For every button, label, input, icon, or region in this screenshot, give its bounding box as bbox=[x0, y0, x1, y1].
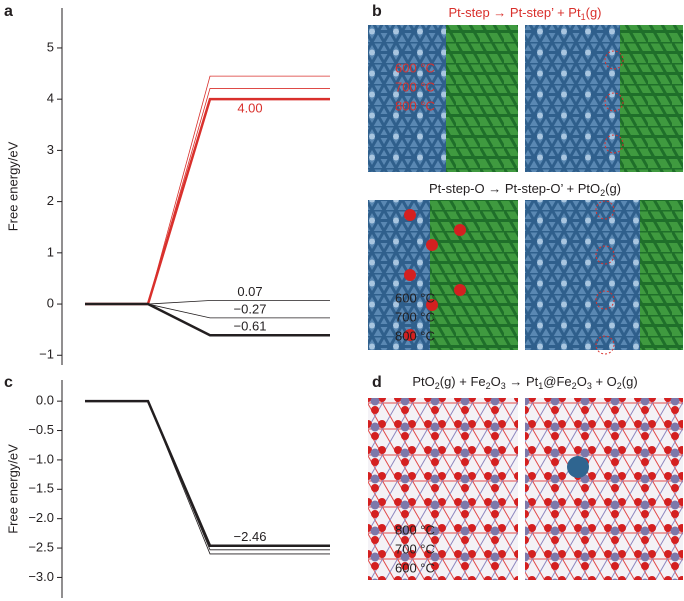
subscript: 2 bbox=[572, 381, 577, 391]
panel-label: a bbox=[4, 3, 13, 20]
energy-line bbox=[85, 302, 330, 337]
series-label: 700 °C bbox=[395, 79, 435, 94]
structure-image bbox=[446, 25, 518, 172]
structure-images bbox=[368, 25, 683, 580]
y-tick-label: −1 bbox=[39, 347, 54, 362]
series-label: 600 °C bbox=[395, 60, 435, 75]
value-label: −0.61 bbox=[234, 319, 267, 334]
energy-line bbox=[85, 303, 330, 319]
subscript: 1 bbox=[581, 12, 586, 22]
y-tick-label: 1 bbox=[47, 244, 54, 259]
y-tick-label: 5 bbox=[47, 39, 54, 54]
panel-caption: PtO2(g) + Fe2O3 → Pt1@Fe2O3 + O2(g) bbox=[412, 374, 637, 391]
caption-text: (g) + Fe bbox=[440, 374, 486, 389]
structure-image bbox=[640, 200, 683, 350]
panel-caption: Pt-step → Pt-step’ + Pt1(g) bbox=[448, 5, 601, 22]
energy-line bbox=[85, 88, 330, 305]
panel-label: b bbox=[372, 3, 382, 20]
vacancy-markers bbox=[595, 200, 615, 355]
panel-label: d bbox=[372, 374, 382, 391]
y-tick-label: 2 bbox=[47, 193, 54, 208]
energy-line bbox=[85, 399, 330, 547]
panel-label: c bbox=[4, 374, 13, 391]
subscript: 2 bbox=[486, 381, 491, 391]
caption-text: PtO bbox=[412, 374, 434, 389]
value-label: 4.00 bbox=[237, 101, 262, 116]
structure-image bbox=[430, 200, 518, 350]
subscript: 1 bbox=[538, 381, 543, 391]
y-tick-label: −0.5 bbox=[28, 422, 54, 437]
series-label: 800 °C bbox=[395, 98, 435, 113]
value-label: 0.07 bbox=[237, 284, 262, 299]
value-label: −0.27 bbox=[234, 301, 267, 316]
subscript: 2 bbox=[435, 381, 440, 391]
caption-text: (g) bbox=[605, 181, 621, 196]
pt-atom bbox=[567, 456, 589, 478]
subscript: 3 bbox=[587, 381, 592, 391]
panel-caption: Pt-step-O → Pt-step-O’ + PtO2(g) bbox=[429, 181, 621, 198]
y-tick-label: 3 bbox=[47, 142, 54, 157]
series-label: 700 °C bbox=[395, 541, 435, 556]
caption-text: Pt-step-O → Pt-step-O’ + PtO bbox=[429, 181, 600, 196]
subscript: 3 bbox=[501, 381, 506, 391]
energy-line bbox=[85, 400, 330, 555]
series-label: 600 °C bbox=[395, 560, 435, 575]
y-tick-label: 0 bbox=[47, 295, 54, 310]
y-tick-label: −1.5 bbox=[28, 481, 54, 496]
caption-text: O bbox=[577, 374, 587, 389]
series-label: 800 °C bbox=[395, 328, 435, 343]
vacancy-markers bbox=[604, 50, 624, 154]
series-label: 600 °C bbox=[395, 290, 435, 305]
y-axis-label: Free energy/eV bbox=[5, 141, 20, 231]
energy-line bbox=[85, 400, 330, 551]
y-tick-label: −2.5 bbox=[28, 539, 54, 554]
caption-text: → Pt bbox=[506, 374, 539, 389]
y-tick-label: −2.0 bbox=[28, 510, 54, 525]
energy-line bbox=[85, 97, 330, 306]
subscript: 2 bbox=[617, 381, 622, 391]
y-tick-label: −1.0 bbox=[28, 451, 54, 466]
caption-text: @Fe bbox=[543, 374, 571, 389]
structure-image bbox=[368, 398, 518, 580]
caption-text: Pt-step → Pt-step’ + Pt bbox=[448, 5, 580, 20]
y-tick-label: 4 bbox=[47, 91, 54, 106]
structure-image bbox=[525, 398, 683, 580]
y-axis-label: Free energy/eV bbox=[5, 444, 20, 534]
caption-text: (g) bbox=[586, 5, 602, 20]
caption-text: + O bbox=[592, 374, 617, 389]
value-label: −2.46 bbox=[234, 529, 267, 544]
y-tick-label: −3.0 bbox=[28, 569, 54, 584]
y-tick-label: 0.0 bbox=[36, 393, 54, 408]
series-label: 700 °C bbox=[395, 309, 435, 324]
structure-image bbox=[620, 25, 683, 172]
caption-text: (g) bbox=[622, 374, 638, 389]
series-label: 800 °C bbox=[395, 522, 435, 537]
caption-text: O bbox=[491, 374, 501, 389]
subscript: 2 bbox=[600, 188, 605, 198]
